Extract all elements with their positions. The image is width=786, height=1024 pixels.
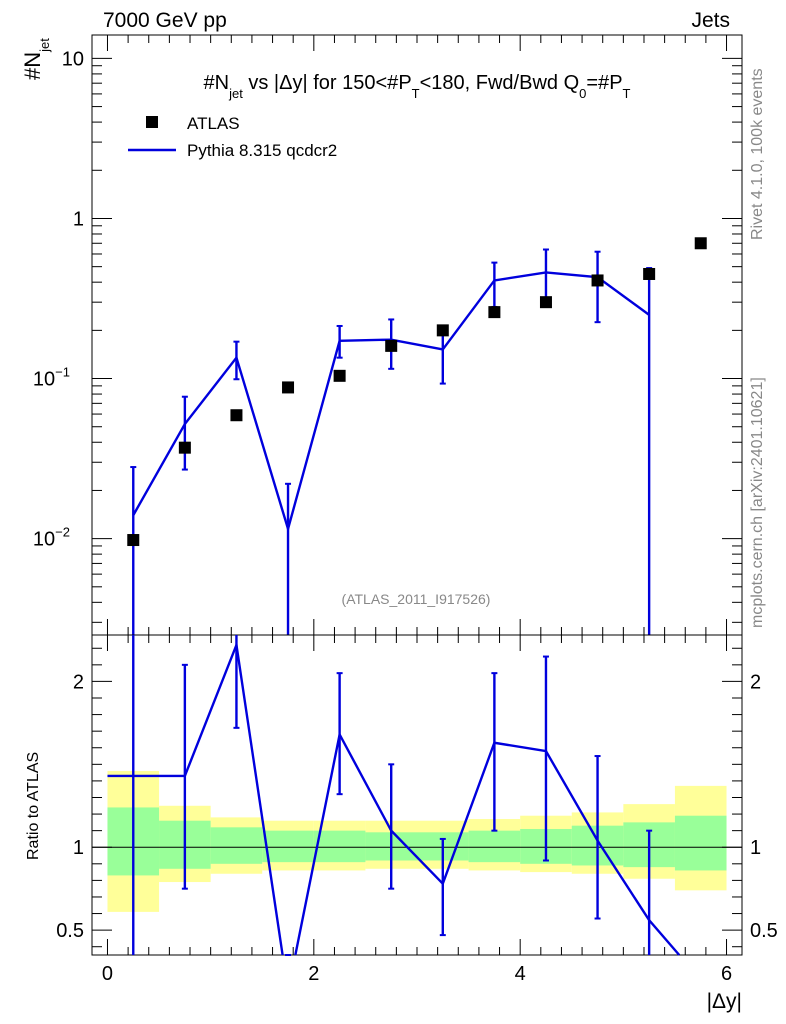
ratio-x-tick-label: 0 — [102, 963, 113, 985]
main-y-label: #Njet — [20, 38, 52, 80]
atlas-data-point — [591, 274, 604, 287]
ratio-pythia-line — [107, 640, 284, 956]
main-panel: 10 1 10−1 10−2 #Njet vs |Δy| for 150<#PT<18… — [20, 34, 743, 636]
x-axis-label: |Δy| — [707, 990, 742, 1013]
ratio-y-tick-label-left: 1 — [73, 837, 84, 859]
main-x-ticks — [106, 35, 728, 635]
ratio-y-tick-label-right: 0.5 — [750, 920, 778, 942]
legend-pythia-label: Pythia 8.315 qcdcr2 — [187, 141, 337, 160]
ratio-y-tick-label-right: 2 — [750, 671, 761, 693]
category-label: Jets — [691, 9, 730, 32]
ratio-panel: 0.5 0.5 1 1 2 2 0 2 4 6 Ratio to ATLAS |Δy| — [25, 634, 778, 1013]
green-band-segment — [468, 830, 521, 863]
green-band-segment — [674, 815, 727, 871]
ratio-y-tick-label-right: 1 — [750, 837, 761, 859]
pythia-line — [132, 271, 650, 534]
ratio-x-tick-label: 6 — [721, 963, 732, 985]
ratio-y-tick-label-left: 0.5 — [56, 920, 84, 942]
atlas-points — [127, 237, 707, 547]
plot-title: #Njet vs |Δy| for 150<#PT<180, Fwd/Bwd Q… — [204, 72, 631, 101]
ratio-x-tick-label: 4 — [515, 963, 526, 985]
green-band-segment — [313, 830, 366, 863]
ratio-x-tick-label: 2 — [308, 963, 319, 985]
atlas-data-point — [436, 324, 449, 337]
atlas-data-point — [127, 534, 140, 547]
atlas-data-point — [282, 381, 295, 394]
ratio-y-ticks: 0.5 0.5 1 1 2 2 — [56, 647, 778, 948]
main-y-tick-label: 1 — [73, 208, 84, 230]
ratio-y-tick-label-left: 2 — [73, 671, 84, 693]
energy-label: 7000 GeV pp — [103, 9, 227, 32]
atlas-data-point — [694, 237, 707, 250]
ratio-x-ticks: 0 2 4 6 — [102, 635, 732, 985]
ratio-error-bars — [132, 635, 681, 956]
atlas-data-point — [385, 339, 398, 352]
legend-atlas-marker — [146, 116, 158, 128]
green-band-segment — [262, 830, 314, 863]
atlas-data-point — [539, 296, 552, 309]
uncertainty-bands — [107, 770, 727, 912]
analysis-watermark: (ATLAS_2011_I917526) — [342, 591, 491, 607]
atlas-data-point — [488, 306, 501, 319]
atlas-data-point — [178, 441, 191, 454]
green-band-segment — [210, 827, 263, 864]
atlas-data-point — [230, 409, 243, 422]
mc-error-bars — [130, 248, 653, 635]
rivet-label: Rivet 4.1.0, 100k events — [749, 68, 766, 240]
atlas-data-point — [643, 267, 656, 280]
main-y-tick-label: 10−1 — [33, 365, 70, 391]
legend-atlas-label: ATLAS — [187, 114, 240, 133]
ratio-y-label: Ratio to ATLAS — [25, 752, 42, 860]
main-y-tick-label: 10−2 — [33, 525, 70, 551]
main-y-tick-label: 10 — [62, 48, 84, 70]
mcplots-label: mcplots.cern.ch [arXiv:2401.10621] — [749, 377, 766, 628]
main-y-ticks: 10 1 10−1 10−2 — [33, 48, 742, 623]
atlas-data-point — [333, 369, 346, 382]
ratio-frame — [91, 634, 743, 956]
